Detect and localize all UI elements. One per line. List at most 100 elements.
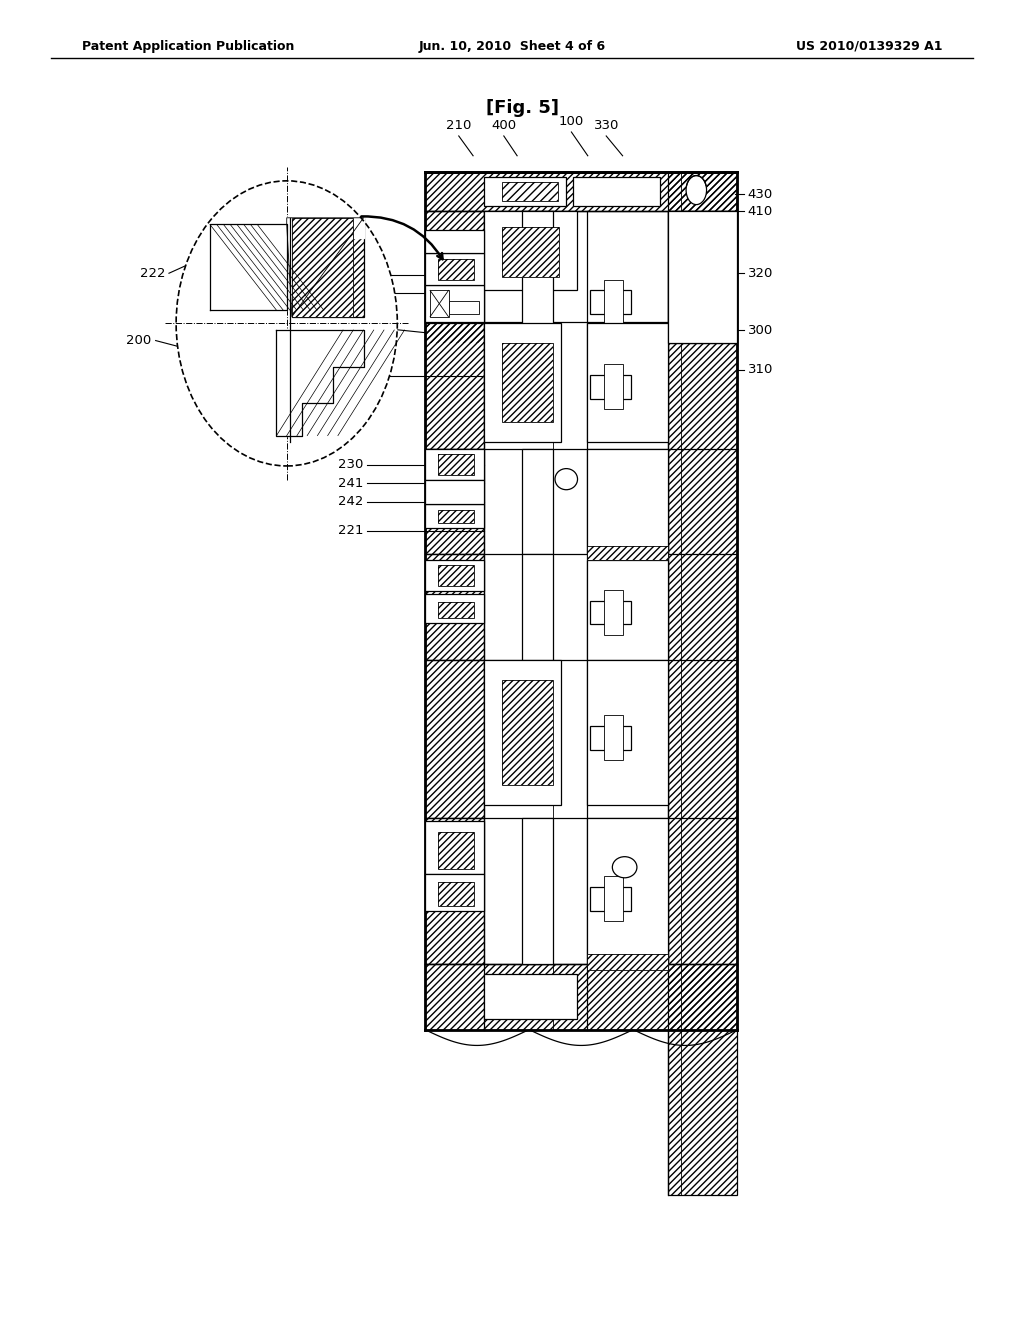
Bar <box>425 554 484 660</box>
Bar <box>425 594 484 623</box>
Bar <box>438 510 474 523</box>
Ellipse shape <box>612 857 637 878</box>
Bar <box>522 554 553 660</box>
Bar <box>425 449 484 554</box>
Bar <box>438 832 474 869</box>
Bar <box>587 818 668 964</box>
Bar <box>425 323 484 449</box>
Bar <box>590 726 631 750</box>
Bar <box>438 259 474 280</box>
Bar <box>587 546 668 560</box>
Bar <box>425 660 484 818</box>
Bar <box>425 285 484 322</box>
Text: 221: 221 <box>338 524 364 537</box>
Bar <box>676 214 727 235</box>
Ellipse shape <box>686 176 707 205</box>
Text: 210: 210 <box>446 119 471 132</box>
Bar <box>438 602 474 618</box>
Bar <box>502 227 559 277</box>
Text: 100: 100 <box>559 115 584 128</box>
Bar <box>425 211 484 343</box>
Bar <box>668 172 737 1195</box>
Polygon shape <box>276 330 364 436</box>
Text: 222: 222 <box>140 267 166 280</box>
Bar <box>438 602 474 618</box>
Bar <box>425 323 484 449</box>
Bar <box>438 882 474 906</box>
Text: 230: 230 <box>338 458 364 471</box>
Text: 240: 240 <box>323 268 348 281</box>
Bar <box>425 230 484 253</box>
Bar <box>502 227 559 277</box>
Bar <box>502 343 553 422</box>
Bar <box>425 818 484 964</box>
Bar <box>292 218 364 317</box>
Bar <box>425 172 737 211</box>
Text: 241: 241 <box>338 477 364 490</box>
Bar <box>484 211 577 290</box>
Bar <box>587 449 668 554</box>
Bar <box>292 218 364 317</box>
Bar <box>522 211 553 370</box>
Bar <box>522 449 553 554</box>
Bar <box>604 876 623 921</box>
Bar <box>484 660 561 805</box>
Text: 400: 400 <box>492 119 516 132</box>
Bar <box>502 680 553 785</box>
Text: 410: 410 <box>748 205 773 218</box>
Bar <box>484 974 577 1019</box>
Bar <box>292 218 353 317</box>
Bar <box>425 964 737 1030</box>
Bar <box>438 565 474 586</box>
Bar <box>668 211 737 238</box>
Bar <box>502 182 558 201</box>
Bar <box>425 818 484 964</box>
Bar <box>587 323 668 442</box>
Bar <box>604 715 623 760</box>
Bar <box>292 218 353 317</box>
Bar <box>484 323 561 442</box>
Bar <box>587 954 668 970</box>
Bar <box>587 546 668 560</box>
Bar <box>425 554 484 660</box>
Bar <box>502 680 553 785</box>
Bar <box>502 343 553 422</box>
Polygon shape <box>210 224 287 310</box>
Polygon shape <box>292 218 364 238</box>
Bar <box>587 954 668 970</box>
Bar <box>425 964 737 1030</box>
Bar <box>425 874 484 911</box>
Bar <box>604 590 623 635</box>
Text: 310: 310 <box>748 363 773 376</box>
Bar <box>425 504 484 528</box>
Bar <box>425 253 484 285</box>
Bar <box>484 177 566 206</box>
Bar <box>668 211 737 343</box>
Bar <box>438 882 474 906</box>
Text: Jun. 10, 2010  Sheet 4 of 6: Jun. 10, 2010 Sheet 4 of 6 <box>419 40 605 53</box>
Bar <box>425 480 484 504</box>
Bar <box>604 364 623 409</box>
Bar <box>438 454 474 475</box>
Bar <box>590 887 631 911</box>
Text: 200: 200 <box>307 317 333 330</box>
Bar <box>668 211 737 238</box>
Text: [Fig. 5]: [Fig. 5] <box>485 99 559 117</box>
Ellipse shape <box>555 469 578 490</box>
Bar <box>438 510 474 523</box>
Bar <box>425 449 484 480</box>
Bar <box>430 290 449 317</box>
Bar <box>438 565 474 586</box>
Bar <box>449 301 479 314</box>
Bar <box>425 480 484 504</box>
Bar <box>590 290 631 314</box>
Bar <box>522 818 553 964</box>
Bar <box>425 480 484 504</box>
Text: 320: 320 <box>748 267 773 280</box>
Text: 220: 220 <box>323 286 348 300</box>
Bar <box>425 230 484 253</box>
Bar <box>668 211 737 343</box>
Bar <box>438 454 474 475</box>
Bar <box>425 560 484 591</box>
Text: 430: 430 <box>748 187 773 201</box>
